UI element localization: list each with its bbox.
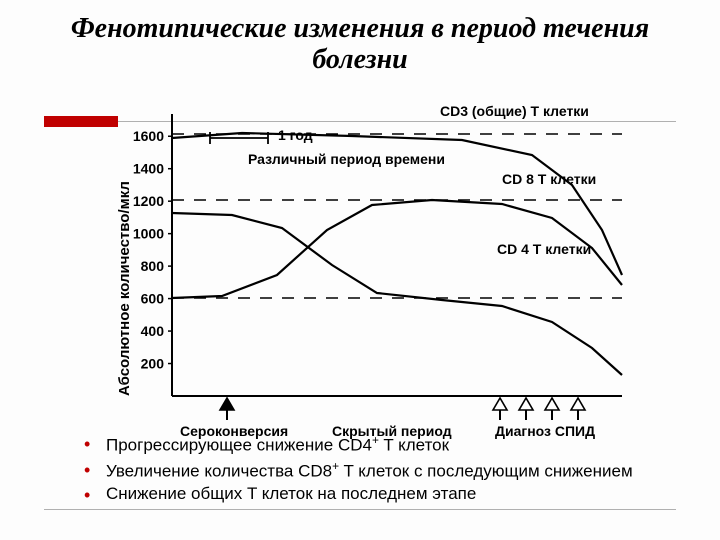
svg-text:CD 8 T клетки: CD 8 T клетки <box>502 171 596 187</box>
y-axis-label: Абсолютное количество/мкл <box>116 181 133 396</box>
bullet-item: Прогрессирующее снижение CD4+ T клеток <box>84 432 690 458</box>
svg-text:200: 200 <box>141 356 165 372</box>
bullet-item: Снижение общих T клеток на последнем эта… <box>84 483 690 506</box>
svg-text:1 год: 1 год <box>278 127 313 143</box>
page-title: Фенотипические изменения в период течени… <box>0 0 720 82</box>
svg-text:1600: 1600 <box>133 128 164 144</box>
divider-bottom <box>44 509 676 510</box>
svg-text:CD 4 T клетки: CD 4 T клетки <box>497 241 591 257</box>
bullet-item: Увеличение количества CD8+ T клеток с по… <box>84 458 690 484</box>
svg-text:600: 600 <box>141 291 165 307</box>
svg-text:Различный период времени: Различный период времени <box>248 151 445 167</box>
svg-text:400: 400 <box>141 323 165 339</box>
chart: Абсолютное количество/мкл 200 400 600 800 10… <box>102 100 632 420</box>
svg-text:1000: 1000 <box>133 226 164 242</box>
bullet-list: Прогрессирующее снижение CD4+ T клетокУв… <box>84 432 690 506</box>
svg-text:1400: 1400 <box>133 161 164 177</box>
svg-text:1200: 1200 <box>133 193 164 209</box>
svg-text:800: 800 <box>141 258 165 274</box>
svg-text:CD3 (общие) T клетки: CD3 (общие) T клетки <box>440 103 589 119</box>
chart-svg: 200 400 600 800 1000 1200 1400 1600 CD3 (общие) … <box>102 100 632 460</box>
